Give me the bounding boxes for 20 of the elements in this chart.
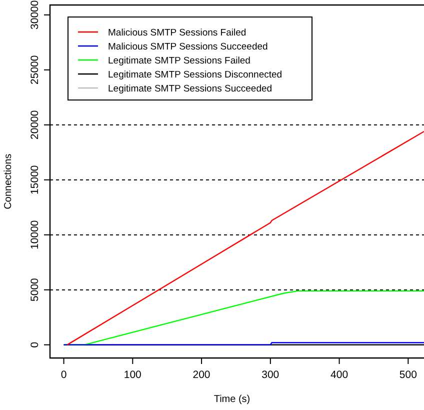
y-tick-label: 0 [29,342,41,348]
y-tick-label: 15000 [29,165,41,194]
y-tick-label: 30000 [29,0,41,30]
legend-label: Legitimate SMTP Sessions Failed [108,56,250,66]
legend-label: Malicious SMTP Sessions Failed [108,28,246,38]
x-tick-label: 0 [60,369,67,381]
legend-label: Legitimate SMTP Sessions Succeeded [108,84,272,94]
y-tick-label: 10000 [29,220,41,250]
x-tick-label: 500 [399,369,418,381]
y-tick-label: 20000 [29,110,41,140]
x-axis-title: Time (s) [214,394,250,405]
y-tick-label: 5000 [29,278,41,302]
x-tick-label: 400 [330,369,348,381]
legend-label: Legitimate SMTP Sessions Disconnected [108,70,282,80]
y-axis-title: Connections [3,154,14,210]
x-tick-label: 100 [124,369,142,381]
x-tick-label: 300 [262,369,280,381]
y-tick-label: 25000 [29,55,41,84]
x-tick-label: 200 [192,369,210,381]
legend-label: Malicious SMTP Sessions Succeeded [108,42,268,52]
